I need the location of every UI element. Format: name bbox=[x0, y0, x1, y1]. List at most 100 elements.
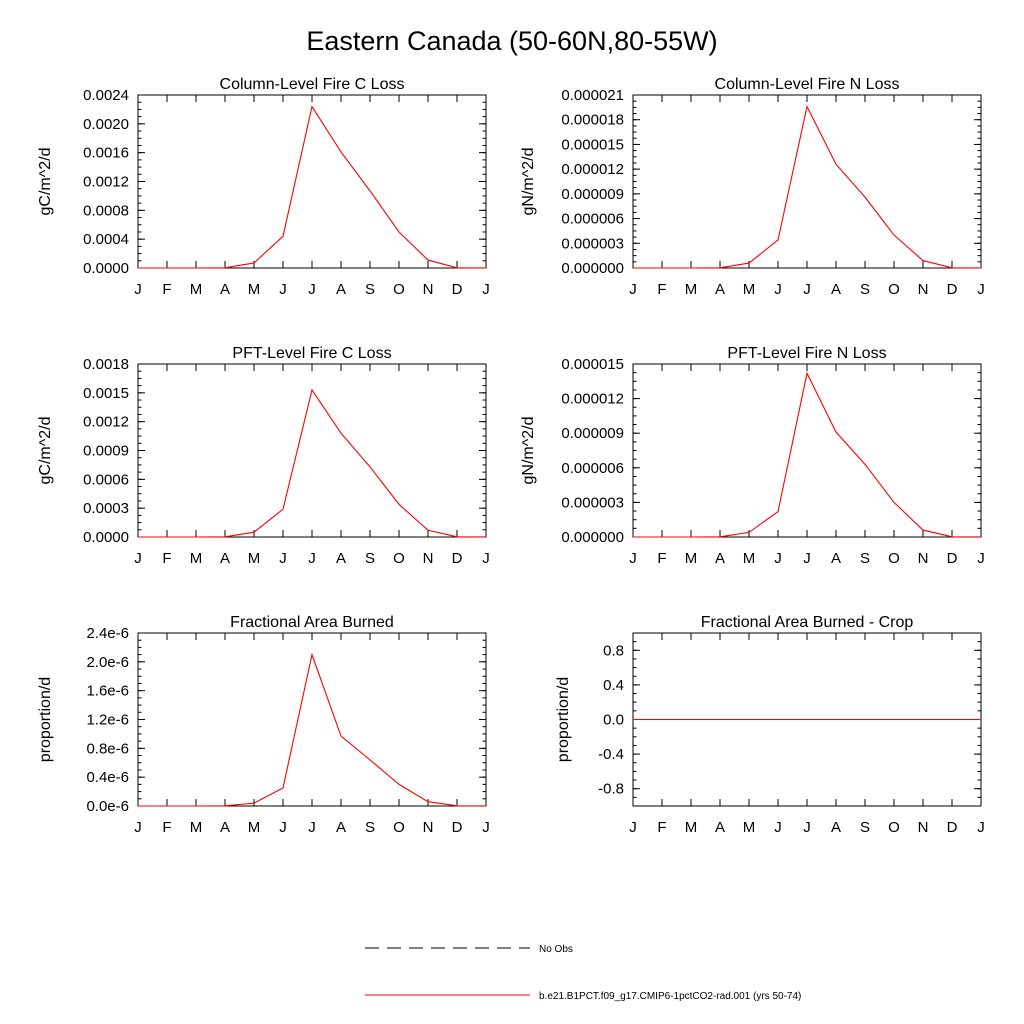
y-tick-label: 0.0016 bbox=[83, 145, 129, 162]
y-tick-label: 0.0 bbox=[603, 712, 624, 729]
x-tick-label: O bbox=[393, 550, 405, 567]
y-tick-label: 0.000012 bbox=[561, 391, 624, 408]
x-tick-label: M bbox=[685, 819, 698, 836]
x-tick-label: J bbox=[977, 281, 985, 298]
x-tick-label: J bbox=[774, 819, 782, 836]
x-tick-label: J bbox=[482, 550, 490, 567]
y-tick-label: 2.4e-6 bbox=[86, 625, 129, 642]
x-tick-label: S bbox=[365, 819, 375, 836]
panel-title: Fractional Area Burned bbox=[230, 614, 394, 631]
y-tick-label: 0.000003 bbox=[561, 235, 624, 252]
x-tick-label: O bbox=[888, 281, 900, 298]
x-tick-label: J bbox=[308, 550, 316, 567]
x-tick-label: M bbox=[685, 281, 698, 298]
y-tick-label: 0.0015 bbox=[83, 385, 129, 402]
plot-frame bbox=[632, 94, 982, 269]
x-tick-label: A bbox=[336, 819, 346, 836]
x-tick-label: J bbox=[803, 281, 811, 298]
series-line-1 bbox=[138, 652, 487, 807]
legend: No Obs b.e21.B1PCT.f09_g17.CMIP6-1pctCO2… bbox=[365, 944, 801, 1002]
x-tick-label: F bbox=[657, 819, 666, 836]
y-tick-label: 1.6e-6 bbox=[86, 683, 129, 700]
x-tick-label: M bbox=[248, 819, 261, 836]
y-tick-label: 0.0020 bbox=[83, 116, 129, 133]
x-tick-label: O bbox=[888, 550, 900, 567]
y-axis-label: proportion/d bbox=[37, 677, 54, 762]
x-tick-label: A bbox=[220, 819, 230, 836]
panel-title: PFT-Level Fire N Loss bbox=[727, 345, 886, 362]
x-tick-label: M bbox=[743, 281, 756, 298]
x-tick-label: J bbox=[279, 550, 287, 567]
y-tick-label: 0.0018 bbox=[83, 356, 129, 373]
panel-title: PFT-Level Fire C Loss bbox=[232, 345, 391, 362]
x-tick-label: M bbox=[190, 281, 203, 298]
y-tick-label: 2.0e-6 bbox=[86, 654, 129, 671]
x-tick-label: F bbox=[162, 819, 171, 836]
x-tick-label: S bbox=[860, 281, 870, 298]
x-tick-label: N bbox=[918, 550, 929, 567]
y-tick-label: 0.4 bbox=[603, 677, 624, 694]
plot-frame bbox=[137, 632, 487, 807]
y-tick-label: 0.0000 bbox=[83, 529, 129, 546]
x-tick-label: J bbox=[629, 550, 637, 567]
panel-title: Column-Level Fire N Loss bbox=[715, 76, 900, 93]
x-tick-label: J bbox=[803, 819, 811, 836]
y-tick-label: 1.2e-6 bbox=[86, 712, 129, 729]
y-tick-label: 0.000015 bbox=[561, 356, 624, 373]
y-tick-label: 0.0e-6 bbox=[86, 798, 129, 815]
y-tick-label: 0.000021 bbox=[561, 87, 624, 104]
x-tick-label: N bbox=[423, 550, 434, 567]
x-tick-label: D bbox=[452, 281, 463, 298]
y-tick-label: 0.000006 bbox=[561, 211, 624, 228]
x-tick-label: O bbox=[393, 281, 405, 298]
y-tick-label: 0.000000 bbox=[561, 529, 624, 546]
x-tick-label: A bbox=[715, 819, 725, 836]
y-tick-label: 0.000006 bbox=[561, 460, 624, 477]
x-tick-label: S bbox=[365, 281, 375, 298]
y-tick-label: 0.000009 bbox=[561, 425, 624, 442]
x-tick-label: J bbox=[134, 281, 142, 298]
y-tick-label: 0.0000 bbox=[83, 260, 129, 277]
x-tick-label: J bbox=[977, 550, 985, 567]
y-tick-label: 0.000009 bbox=[561, 186, 624, 203]
x-tick-label: F bbox=[657, 550, 666, 567]
y-tick-label: 0.0004 bbox=[83, 231, 129, 248]
x-tick-label: J bbox=[629, 819, 637, 836]
x-tick-label: J bbox=[482, 281, 490, 298]
x-tick-label: J bbox=[134, 819, 142, 836]
panel-title: Fractional Area Burned - Crop bbox=[701, 614, 914, 631]
x-tick-label: J bbox=[308, 281, 316, 298]
x-tick-label: F bbox=[657, 281, 666, 298]
y-tick-label: 0.0012 bbox=[83, 174, 129, 191]
x-tick-label: A bbox=[220, 550, 230, 567]
x-tick-label: A bbox=[831, 819, 841, 836]
y-tick-label: 0.000000 bbox=[561, 260, 624, 277]
series-line-1 bbox=[633, 104, 982, 269]
x-tick-label: A bbox=[336, 281, 346, 298]
y-tick-label: -0.4 bbox=[598, 746, 624, 763]
y-tick-label: 0.000018 bbox=[561, 112, 624, 129]
series-line-1 bbox=[138, 105, 487, 269]
panel-6: Fractional Area Burned - Crop proportion/… bbox=[555, 614, 985, 836]
x-tick-label: J bbox=[134, 550, 142, 567]
legend-label-model: b.e21.B1PCT.f09_g17.CMIP6-1pctCO2-rad.00… bbox=[539, 991, 801, 1002]
x-tick-label: J bbox=[279, 281, 287, 298]
x-tick-label: D bbox=[947, 281, 958, 298]
series-line-1 bbox=[138, 388, 487, 538]
x-tick-label: J bbox=[803, 550, 811, 567]
y-axis-label: proportion/d bbox=[555, 677, 572, 762]
y-tick-label: 0.4e-6 bbox=[86, 769, 129, 786]
x-tick-label: J bbox=[774, 281, 782, 298]
x-tick-label: D bbox=[947, 819, 958, 836]
y-tick-label: 0.8e-6 bbox=[86, 740, 129, 757]
x-tick-label: M bbox=[190, 550, 203, 567]
x-tick-label: D bbox=[452, 819, 463, 836]
x-tick-label: M bbox=[743, 550, 756, 567]
x-tick-label: A bbox=[336, 550, 346, 567]
x-tick-label: M bbox=[190, 819, 203, 836]
